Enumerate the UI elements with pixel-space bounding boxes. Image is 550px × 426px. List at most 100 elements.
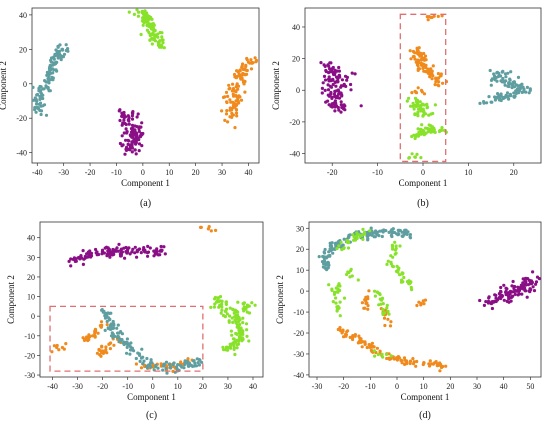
data-point (239, 330, 244, 334)
y-tick-label: 0 (296, 86, 300, 95)
data-point (136, 14, 140, 18)
data-point (235, 316, 240, 320)
data-point (135, 248, 139, 252)
data-point (346, 239, 350, 243)
data-point (406, 230, 410, 234)
y-axis-label: Component 2 (275, 275, 285, 324)
data-point (213, 297, 217, 301)
plot-frame (31, 7, 260, 164)
data-point (333, 105, 337, 109)
data-point (385, 306, 389, 310)
data-point (372, 349, 376, 353)
data-point (340, 105, 344, 110)
data-point (183, 362, 187, 367)
data-point (100, 250, 104, 254)
data-point (56, 44, 60, 49)
data-point (349, 88, 353, 92)
x-tick-label: 0 (141, 168, 145, 177)
data-point (507, 84, 511, 89)
data-point (441, 81, 445, 85)
chart-panel-2: -20 -10 0 10 20 -40 -20 0 20 40 Component 1 Compone… (271, 7, 542, 209)
data-point (153, 33, 158, 37)
data-point (347, 270, 351, 275)
data-point (79, 254, 83, 258)
data-point (55, 343, 59, 348)
data-point (337, 89, 341, 93)
data-point (520, 292, 524, 296)
data-point (424, 65, 428, 70)
data-point (103, 246, 107, 250)
data-point (53, 54, 57, 58)
data-point (83, 254, 87, 259)
data-point (100, 344, 104, 348)
data-point (49, 60, 53, 64)
data-point (139, 32, 143, 37)
data-point (437, 76, 441, 80)
x-tick-label: -40 (32, 168, 43, 177)
data-point (438, 369, 442, 373)
data-point (489, 302, 493, 306)
data-point (134, 362, 138, 366)
data-point (320, 91, 324, 95)
data-point (122, 116, 126, 120)
y-tick-label: 30 (27, 253, 35, 262)
data-point (81, 262, 85, 266)
x-tick-label: -40 (47, 382, 58, 391)
data-point (408, 359, 413, 363)
data-point (153, 39, 157, 43)
y-tick-label: 10 (296, 266, 304, 275)
data-point (434, 77, 438, 81)
data-point (339, 103, 343, 107)
data-point (160, 35, 164, 39)
data-point (327, 71, 331, 75)
data-point (168, 362, 172, 366)
data-point (149, 358, 153, 362)
data-point (232, 344, 236, 348)
x-tick-label: 40 (249, 382, 257, 391)
data-point (403, 231, 407, 235)
data-point (387, 352, 391, 356)
data-point (124, 127, 128, 131)
data-point (340, 93, 344, 97)
data-point (225, 100, 229, 104)
series-green (209, 295, 257, 357)
data-point (496, 92, 500, 96)
data-point (74, 258, 78, 262)
data-point (327, 94, 331, 98)
data-point (326, 83, 330, 87)
data-point (148, 363, 152, 367)
data-point (118, 337, 122, 341)
data-point (111, 319, 115, 324)
data-point (350, 274, 354, 278)
data-point (365, 345, 369, 350)
data-point (420, 62, 424, 66)
data-point (525, 85, 530, 89)
data-point (178, 363, 182, 367)
data-point (322, 251, 327, 255)
x-axis-label: Component 1 (399, 178, 448, 188)
data-point (186, 357, 190, 361)
y-axis-label: Component 2 (6, 275, 16, 324)
data-point (334, 301, 338, 305)
data-point (141, 23, 145, 27)
data-point (125, 351, 129, 355)
data-point (403, 228, 407, 232)
data-point (413, 96, 418, 100)
data-point (437, 84, 441, 88)
data-point (422, 69, 426, 73)
data-point (131, 110, 135, 114)
data-point (71, 257, 75, 261)
y-tick-label: 0 (23, 80, 27, 89)
data-point (478, 298, 482, 303)
data-point (381, 307, 385, 312)
data-point (52, 344, 57, 348)
data-point (134, 135, 138, 139)
data-point (431, 111, 435, 116)
data-point (490, 306, 494, 311)
data-point (363, 306, 367, 310)
data-point (416, 67, 420, 71)
data-point (333, 80, 337, 84)
data-point (508, 292, 512, 296)
data-point (245, 328, 249, 332)
data-point (438, 129, 442, 133)
